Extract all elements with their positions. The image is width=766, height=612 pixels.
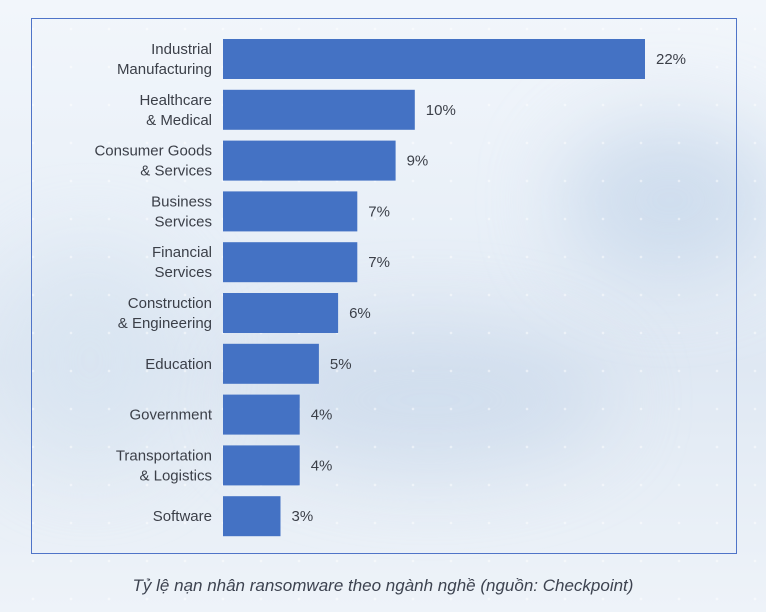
category-label-4: Financial Services <box>152 244 212 281</box>
category-label-2: Consumer Goods & Services <box>94 143 212 180</box>
category-label-0: Industrial Manufacturing <box>117 41 212 78</box>
value-label-5: 6% <box>349 305 371 322</box>
category-label-5: Construction & Engineering <box>118 295 212 332</box>
category-label-1: Healthcare & Medical <box>139 92 212 129</box>
bar-3 <box>223 191 358 232</box>
category-label-9: Software <box>153 508 212 525</box>
category-label-6: Education <box>145 356 212 373</box>
bar-9 <box>223 496 281 537</box>
bar-0 <box>223 39 645 79</box>
value-label-9: 3% <box>292 508 314 525</box>
chart-caption: Tỷ lệ nạn nhân ransomware theo ngành ngh… <box>132 576 634 595</box>
category-label-7: Government <box>129 407 212 424</box>
bar-1 <box>223 89 415 130</box>
value-label-1: 10% <box>426 102 456 119</box>
bar-7 <box>223 394 300 435</box>
bar-5 <box>223 293 339 333</box>
bar-2 <box>223 140 396 181</box>
value-label-7: 4% <box>311 407 333 424</box>
value-label-3: 7% <box>368 203 390 220</box>
chart-frame <box>31 18 737 554</box>
bar-4 <box>223 242 358 283</box>
ransomware-industry-bar-chart: Industrial Manufacturing 22% Healthcare & Me… <box>94 39 686 537</box>
value-label-4: 7% <box>368 254 390 271</box>
value-label-8: 4% <box>311 457 333 474</box>
category-label-8: Transportation & Logistics <box>116 447 212 484</box>
category-label-3: Business Services <box>151 193 212 230</box>
bar-6 <box>223 343 319 384</box>
value-label-2: 9% <box>407 153 429 170</box>
value-label-6: 5% <box>330 356 352 373</box>
value-label-0: 22% <box>656 51 686 68</box>
bar-8 <box>223 445 300 486</box>
